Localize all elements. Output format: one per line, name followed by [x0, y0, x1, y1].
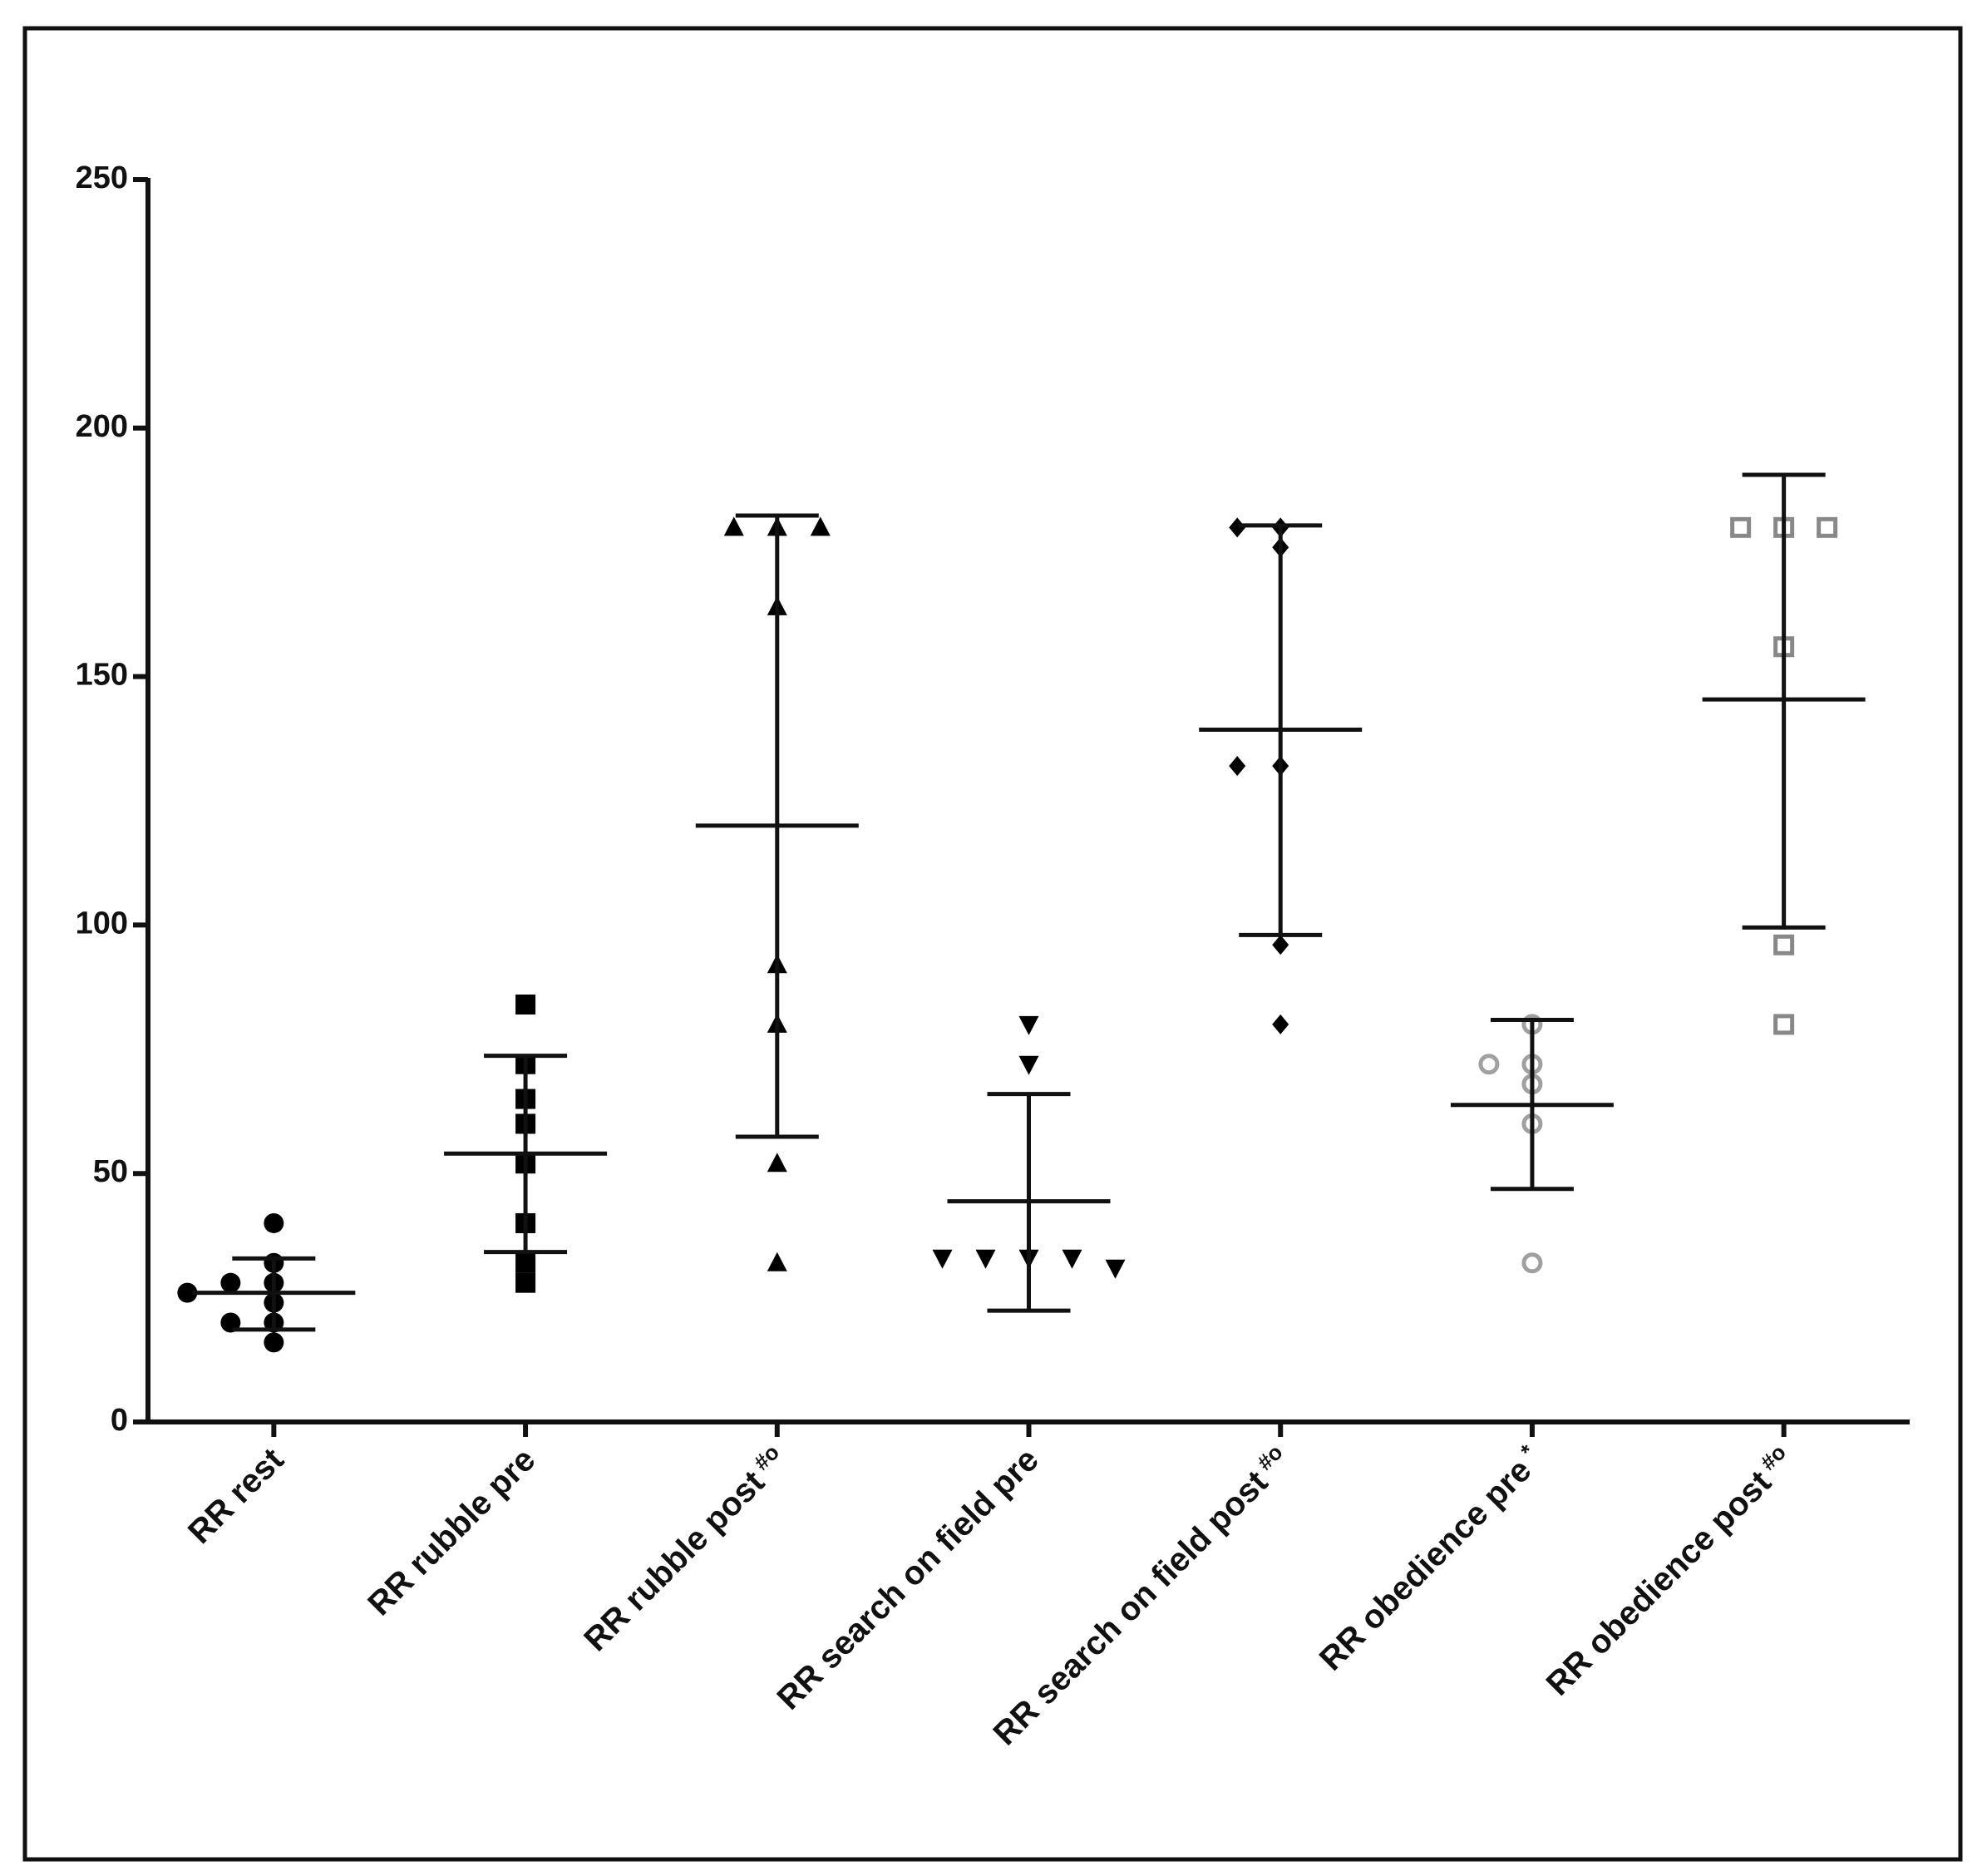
category-name: RR rubble post	[577, 1464, 772, 1658]
category-superscript: #o	[748, 1439, 784, 1475]
point	[932, 1249, 953, 1269]
point	[1773, 1014, 1795, 1035]
point	[1272, 935, 1289, 955]
point	[767, 1251, 787, 1271]
point	[1730, 516, 1752, 538]
point	[1105, 1259, 1126, 1279]
category-name: RR search on field post	[986, 1464, 1274, 1752]
category-name: RR obedience pre	[1313, 1452, 1539, 1678]
point	[1018, 1015, 1039, 1035]
category-name: RR search on field pre	[771, 1441, 1046, 1716]
point	[1521, 1252, 1543, 1274]
point	[264, 1332, 284, 1353]
y-tick-label: 250	[76, 160, 128, 195]
point	[515, 1272, 536, 1293]
x-tick-label: RR search on field post#o	[984, 1439, 1297, 1752]
point	[515, 995, 536, 1015]
point	[1229, 517, 1246, 538]
y-tick-label: 100	[76, 906, 128, 940]
point	[1478, 1054, 1500, 1075]
category-name: RR obedience post	[1540, 1464, 1778, 1702]
point	[723, 516, 744, 536]
x-tick-label: RR rest	[181, 1441, 291, 1551]
x-tick-label: RR rubble pre	[361, 1441, 542, 1622]
x-tick-label: RR obedience post#o	[1537, 1439, 1801, 1703]
y-tick-label: 200	[76, 409, 128, 444]
point	[975, 1249, 996, 1269]
point	[264, 1212, 284, 1233]
point	[220, 1272, 241, 1293]
point	[1817, 516, 1838, 538]
point	[810, 516, 831, 536]
y-tick-label: 50	[93, 1154, 128, 1189]
point	[1773, 934, 1795, 955]
y-tick-label: 150	[76, 658, 128, 693]
frame	[22, 26, 1963, 1862]
point	[177, 1282, 198, 1303]
x-tick-label: RR rubble post#o	[575, 1439, 794, 1658]
x-tick-label: RR search on field pre	[771, 1441, 1046, 1716]
point	[1018, 1055, 1039, 1075]
point	[1272, 1014, 1289, 1034]
point	[767, 1153, 787, 1172]
point	[515, 1252, 536, 1273]
y-tick-label: 0	[111, 1403, 128, 1438]
category-name: RR rubble pre	[361, 1441, 542, 1622]
category-superscript: #o	[1755, 1439, 1791, 1475]
category-name: RR rest	[181, 1441, 291, 1551]
category-superscript: #o	[1252, 1439, 1288, 1475]
x-tick-label: RR obedience pre*	[1311, 1439, 1550, 1678]
point	[1229, 756, 1246, 777]
point	[1062, 1249, 1082, 1269]
